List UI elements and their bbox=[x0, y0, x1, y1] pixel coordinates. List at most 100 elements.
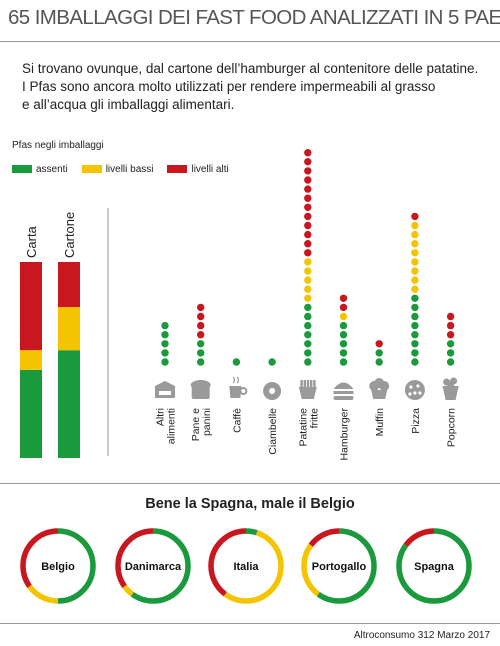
dot-category-label: Caffè bbox=[231, 408, 243, 433]
dot-point bbox=[161, 321, 169, 330]
stacked-bar-segment bbox=[58, 350, 80, 458]
intro-text: Si trovano ovunque, dal cartone dell’ham… bbox=[22, 60, 487, 114]
box-icon bbox=[159, 391, 171, 395]
bread-icon bbox=[190, 380, 211, 390]
box-icon bbox=[155, 381, 175, 398]
dot-point bbox=[411, 312, 419, 321]
legend-item-absent: assenti bbox=[12, 164, 68, 175]
dot-point bbox=[304, 176, 312, 184]
source-credit: Altroconsumo 312 Marzo 2017 bbox=[353, 630, 490, 641]
pizza-icon bbox=[418, 391, 422, 395]
dot-point bbox=[411, 267, 419, 275]
fries-icon bbox=[306, 380, 310, 390]
fries-icon bbox=[298, 387, 317, 399]
dot-point bbox=[232, 358, 241, 366]
dot-point bbox=[446, 340, 455, 348]
stacked-bar-segment bbox=[20, 369, 42, 458]
muffin-icon bbox=[371, 390, 388, 399]
legend-swatch-red bbox=[167, 165, 188, 173]
legend-label: livelli bassi bbox=[105, 163, 154, 175]
legend-item-high: livelli alti bbox=[167, 163, 229, 175]
pizza-icon bbox=[408, 392, 412, 396]
dot-category-label: Patatine bbox=[297, 408, 309, 447]
dot-point bbox=[304, 249, 312, 257]
bar-category-label: Carta bbox=[24, 225, 39, 258]
footer-divider bbox=[0, 623, 500, 624]
dot-point bbox=[304, 349, 312, 357]
dot-point bbox=[304, 203, 312, 211]
dot-point bbox=[304, 285, 312, 293]
ring-segment bbox=[208, 528, 284, 604]
dot-point bbox=[304, 331, 312, 339]
dot-point bbox=[446, 312, 455, 321]
dot-category-label: Popcorn bbox=[446, 408, 458, 447]
ring-chart bbox=[396, 528, 472, 604]
ring-chart bbox=[301, 528, 377, 604]
dot-point bbox=[197, 312, 205, 321]
dot-category-label: alimenti bbox=[166, 408, 178, 444]
dot-point bbox=[375, 340, 383, 348]
coffee-cup-icon bbox=[239, 387, 248, 395]
coffee-cup-icon bbox=[229, 386, 242, 398]
pizza-icon bbox=[416, 384, 420, 388]
dot-point bbox=[304, 149, 312, 157]
title-divider bbox=[0, 41, 500, 42]
stacked-bar-segment bbox=[20, 262, 42, 351]
legend-swatch-green bbox=[12, 165, 32, 173]
bar-category-label: Cartone bbox=[62, 212, 77, 258]
dot-point bbox=[339, 312, 348, 321]
dot-point bbox=[411, 349, 419, 357]
fries-icon bbox=[303, 380, 306, 390]
stacked-bar-segment bbox=[58, 262, 80, 308]
ring-segment bbox=[301, 528, 377, 604]
legend: assenti livelli bassi livelli alti bbox=[12, 162, 243, 176]
dot-point bbox=[161, 340, 169, 348]
dot-point bbox=[411, 331, 419, 339]
dot-point bbox=[411, 358, 419, 366]
dot-category-label: Ciambelle bbox=[267, 408, 279, 455]
dot-point bbox=[411, 212, 419, 221]
ring-country-label: Danimarca bbox=[125, 561, 182, 573]
dot-point bbox=[197, 303, 205, 312]
dot-point bbox=[304, 194, 312, 202]
dot-point bbox=[197, 349, 205, 357]
section-divider bbox=[0, 483, 500, 484]
dot-point bbox=[339, 303, 348, 312]
dot-point bbox=[304, 158, 312, 166]
ring-chart bbox=[208, 528, 284, 604]
ring-segment bbox=[115, 528, 191, 604]
dot-point bbox=[304, 221, 312, 230]
hamburger-icon bbox=[333, 396, 354, 400]
ring-segment bbox=[208, 528, 284, 604]
dot-point bbox=[304, 212, 312, 221]
dot-category-label: Hamburger bbox=[339, 408, 351, 461]
intro-line: e all’acqua gli imballaggi alimentari. bbox=[22, 97, 235, 112]
dot-point bbox=[339, 358, 348, 366]
dot-point bbox=[411, 321, 419, 330]
dot-point bbox=[304, 185, 312, 193]
dot-point bbox=[411, 230, 419, 239]
dot-point bbox=[304, 358, 312, 366]
ring-country-label: Portogallo bbox=[312, 561, 367, 573]
dot-point bbox=[197, 331, 205, 339]
ring-chart bbox=[20, 528, 96, 604]
dot-point bbox=[446, 349, 455, 357]
fries-icon bbox=[310, 380, 313, 390]
muffin-icon bbox=[374, 378, 385, 388]
legend-swatch-yellow bbox=[81, 165, 102, 173]
donut-icon bbox=[269, 388, 276, 394]
dot-point bbox=[339, 340, 348, 348]
dot-point bbox=[339, 294, 348, 302]
ring-country-label: Spagna bbox=[414, 561, 455, 573]
ring-country-label: Italia bbox=[233, 561, 259, 573]
legend-label: livelli alti bbox=[191, 163, 229, 175]
dot-point bbox=[411, 285, 419, 293]
dot-point bbox=[268, 358, 276, 366]
page-title: 65 IMBALLAGGI DEI FAST FOOD ANALIZZATI I… bbox=[8, 6, 500, 29]
ring-segment bbox=[20, 528, 96, 604]
popcorn-icon bbox=[442, 386, 459, 400]
intro-line: Si trovano ovunque, dal cartone dell’ham… bbox=[22, 61, 479, 76]
fries-icon bbox=[313, 380, 316, 390]
dot-point bbox=[197, 321, 205, 330]
